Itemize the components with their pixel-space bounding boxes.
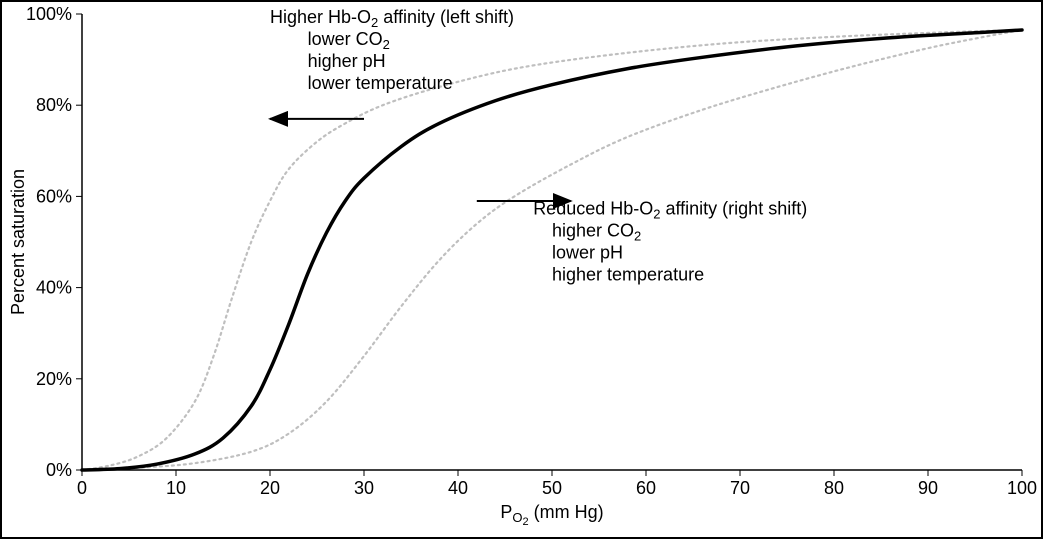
y-tick-label: 80% (36, 95, 72, 115)
left-shift-annotation-line: lower CO2 (308, 29, 390, 52)
left-shift-annotation-line: lower temperature (308, 73, 453, 93)
y-tick-label: 100% (26, 4, 72, 24)
x-tick-label: 20 (260, 478, 280, 498)
chart-container: 0 10 20 30 40 50 60 70 80 90 100 0% 20% 40% 60% 80% 100%… (0, 0, 1043, 539)
y-tick-label: 0% (46, 460, 72, 480)
right-shift-annotation-line: lower pH (552, 243, 623, 263)
oxygen-dissociation-chart: 0 10 20 30 40 50 60 70 80 90 100 0% 20% 40% 60% 80% 100%… (0, 0, 1043, 539)
x-tick-label: 40 (448, 478, 468, 498)
x-tick-label: 100 (1007, 478, 1037, 498)
chart-frame (1, 1, 1042, 538)
y-tick-label: 20% (36, 369, 72, 389)
right-shift-annotation-line: higher temperature (552, 265, 704, 285)
x-tick-label: 10 (166, 478, 186, 498)
x-tick-label: 0 (77, 478, 87, 498)
x-tick-label: 60 (636, 478, 656, 498)
y-axis-label: Percent saturation (8, 169, 28, 315)
x-tick-label: 30 (354, 478, 374, 498)
x-tick-label: 50 (542, 478, 562, 498)
x-tick-label: 80 (824, 478, 844, 498)
x-tick-label: 70 (730, 478, 750, 498)
x-tick-label: 90 (918, 478, 938, 498)
y-tick-label: 40% (36, 278, 72, 298)
right-shift-annotation-line: higher CO2 (552, 221, 641, 244)
y-tick-label: 60% (36, 186, 72, 206)
right-shift-annotation-title: Reduced Hb-O2 affinity (right shift) (533, 199, 807, 222)
left-shift-annotation-line: higher pH (308, 51, 386, 71)
left-shift-annotation-title: Higher Hb-O2 affinity (left shift) (270, 7, 514, 30)
